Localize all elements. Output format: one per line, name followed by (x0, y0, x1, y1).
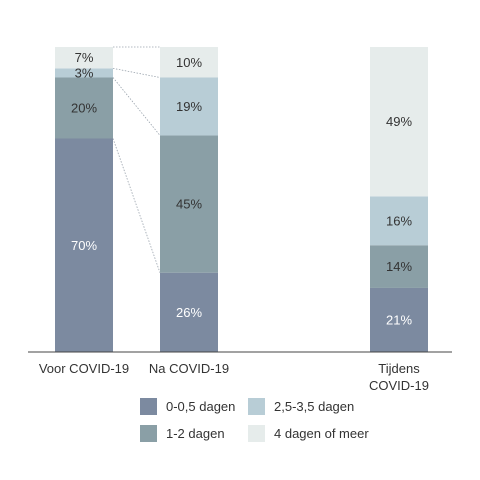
data-label-voor-covid-19-0-0-5-dagen: 70% (71, 238, 97, 253)
legend: 0-0,5 dagen 2,5-3,5 dagen 1-2 dagen 4 da… (140, 396, 400, 444)
bar-voor-covid-19-4-dagen-of-meer (55, 47, 113, 69)
bar-tijdens-covid-19-2-5-3-5-dagen (370, 196, 428, 246)
bar-voor-covid-19-1-2-dagen (55, 77, 113, 139)
bar-na-covid-19-4-dagen-of-meer (160, 47, 218, 78)
connector-line-boundary-0 (112, 138, 161, 273)
x-tick-labels: Voor COVID-19 Na COVID-19 Tijdens COVID-19 (39, 361, 429, 393)
x-tick-label-tijdens-covid-19: Tijdens COVID-19 (369, 361, 429, 393)
data-label-na-covid-19-2-5-3-5-dagen: 19% (176, 99, 202, 114)
legend-label: 4 dagen of meer (274, 425, 369, 441)
x-tick-label-na-covid-19: Na COVID-19 (149, 361, 229, 376)
data-label-na-covid-19-4-dagen-of-meer: 10% (176, 55, 202, 70)
data-label-na-covid-19-0-0-5-dagen: 26% (176, 305, 202, 320)
legend-swatch (140, 424, 157, 442)
data-label-tijdens-covid-19-1-2-dagen: 14% (386, 259, 412, 274)
bar-tijdens-covid-19-1-2-dagen (370, 245, 428, 288)
legend-swatch (248, 424, 265, 442)
connector-lines (112, 46, 161, 273)
x-tick-label-voor-covid-19: Voor COVID-19 (39, 361, 129, 376)
data-label-voor-covid-19-1-2-dagen: 20% (71, 101, 97, 116)
legend-item-4-dagen-of-meer: 4 dagen of meer (248, 423, 388, 443)
legend-swatch (140, 397, 157, 415)
legend-label: 1-2 dagen (166, 425, 225, 441)
data-label-tijdens-covid-19-0-0-5-dagen: 21% (386, 312, 412, 327)
bar-voor-covid-19-2-5-3-5-dagen (55, 68, 113, 78)
bar-na-covid-19-1-2-dagen (160, 135, 218, 273)
legend-label: 2,5-3,5 dagen (274, 398, 355, 414)
legend-swatch (248, 397, 265, 415)
bar-voor-covid-19-0-0-5-dagen (55, 138, 113, 352)
data-labels: 70% 20% 3%7% 26% 45% 19% 10% 21% 14% 16% 49% (71, 50, 412, 327)
bar-tijdens-covid-19-4-dagen-of-meer (370, 47, 428, 197)
bar-na-covid-19-2-5-3-5-dagen (160, 77, 218, 136)
data-label-voor-covid-19-2-5-3-5-dagen: 3% (75, 65, 94, 80)
connector-line-boundary-2 (112, 67, 161, 78)
data-label-voor-covid-19-4-dagen-of-meer: 7% (75, 50, 94, 65)
data-label-na-covid-19-1-2-dagen: 45% (176, 197, 202, 212)
bar-tijdens-covid-19-0-0-5-dagen (370, 287, 428, 352)
connector-line-boundary-1 (112, 77, 161, 136)
legend-item-2-5-3-5-dagen: 2,5-3,5 dagen (248, 396, 388, 416)
legend-item-0-0-5-dagen: 0-0,5 dagen (140, 396, 248, 416)
data-label-tijdens-covid-19-2-5-3-5-dagen: 16% (386, 213, 412, 228)
bar-na-covid-19-0-0-5-dagen (160, 272, 218, 352)
bars (55, 47, 428, 352)
legend-item-1-2-dagen: 1-2 dagen (140, 423, 248, 443)
data-label-tijdens-covid-19-4-dagen-of-meer: 49% (386, 114, 412, 129)
legend-label: 0-0,5 dagen (166, 398, 236, 414)
